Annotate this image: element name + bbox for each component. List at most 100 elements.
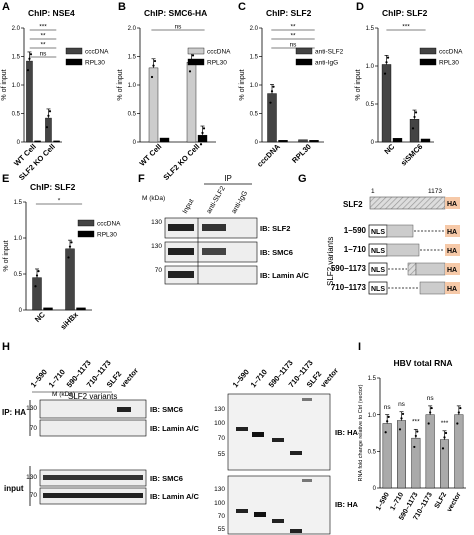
ip-ha-label: IP: HA [2,408,26,417]
blot-f: IP M (kDa) Input anti-SLF2 anti-IgG 130 … [142,174,309,285]
bar [278,140,288,143]
y-tick-label: 0.5 [368,450,377,456]
construct-bar [386,224,414,238]
mw-marker: 130 [151,219,162,226]
x-tick-label: SLF2 [434,491,449,509]
ib-label: IB: Lamin A/C [150,492,199,501]
ib-label: IB: SMC6 [260,248,293,257]
nls-label: NLS [371,286,385,293]
lane-label: anti-IgG [231,190,250,215]
mw-marker: 70 [155,267,163,274]
legend-label: cccDNA [97,221,121,228]
data-point [201,131,204,134]
chart-title: ChIP: SMC6-HA [144,8,207,18]
bar [454,414,464,489]
ip-label: IP [224,174,232,183]
data-point [26,69,30,72]
data-point [441,447,445,450]
x-tick-label: siSMC6 [399,142,425,168]
ha-label: HA [447,201,457,208]
chart-title: ChIP: SLF2 [266,8,312,18]
blot-film [227,393,331,471]
y-tick-label: 0.5 [128,112,137,118]
y-tick-label: 0 [371,140,375,146]
lane-label: 1–710 [249,368,269,390]
blot-h: M (kDa) SLF2 variants 1–590 1–710 590–11… [2,358,358,535]
data-point [47,114,50,117]
nls-box [368,281,388,295]
variants-group-label: SLF2 variants [68,392,117,401]
x-tick-label: WT Cell [138,142,164,168]
band [290,529,302,533]
bar [392,137,403,143]
data-point [68,245,72,248]
data-point [270,90,274,93]
x-tick-label: siHBx [59,309,81,331]
ha-label: HA [447,267,457,274]
bar [440,439,450,489]
band [272,438,284,442]
mw-title: M (kDa) [52,391,75,398]
y-tick-label: 1.5 [14,200,23,206]
legend-label: anti-IgG [315,60,338,67]
data-point [48,110,52,113]
y-axis-label: % of input [1,69,8,100]
y-axis-label: % of input [239,69,246,100]
bar [397,420,407,489]
y-tick-label: 2.0 [250,26,259,32]
data-point [456,422,459,425]
legend-label: RPL30 [97,232,117,239]
y-tick-label: 1.0 [128,83,137,89]
mw-marker: 130 [214,406,225,413]
data-point [269,101,272,104]
y-tick-label: 1.0 [12,83,21,89]
lane-label: 1–590 [29,368,49,390]
legend-label: RPL30 [207,60,227,67]
data-point [413,445,416,449]
band [168,224,194,231]
mw-marker: 70 [30,425,38,432]
data-point [414,111,418,114]
bar [26,60,33,143]
data-point [413,115,416,119]
significance-label: ** [40,33,46,40]
construct-label: 1–590 [344,226,367,235]
data-point [430,406,433,410]
band [168,271,194,278]
blot-strip [39,419,147,437]
schematic-g: SLF2 1 1173 HA SLF2 variants 1–590 NLS H… [326,188,460,295]
data-point [411,127,415,130]
ha-tag [445,244,460,256]
data-point [398,428,402,431]
y-tick-label: 0 [373,486,377,492]
significance-label: *** [402,24,410,31]
mw-marker: 130 [26,474,37,481]
significance-label: *** [441,420,449,427]
legend-swatch [187,58,205,66]
mw-marker: 130 [151,243,162,250]
y-tick-label: 1.5 [366,26,375,32]
x-tick-label: SLF2 KO Cell [161,142,201,182]
chart-i: HBV total RNA 0 0.5 1.0 1.5 RNA fold change r… [358,358,466,522]
data-point [152,64,155,67]
data-point [191,54,195,57]
input-label: input [4,484,24,493]
significance-label: *** [39,24,47,31]
nls-box [368,262,388,276]
panel-label-f: F [138,173,145,185]
bar [76,307,86,311]
ib-label: IB: Lamin A/C [260,271,309,280]
band [272,519,284,523]
blot-strip [39,399,147,419]
significance-label: ** [290,24,296,31]
panel-label-i: I [358,341,361,353]
band [302,479,312,482]
ib-label: IB: Lamin A/C [150,424,199,433]
y-tick-label: 1.5 [250,55,259,61]
legend-swatch [65,58,83,66]
blot-film [227,475,331,535]
panel-label-g: G [298,173,307,185]
bar [381,64,392,143]
nls-label: NLS [371,229,385,236]
